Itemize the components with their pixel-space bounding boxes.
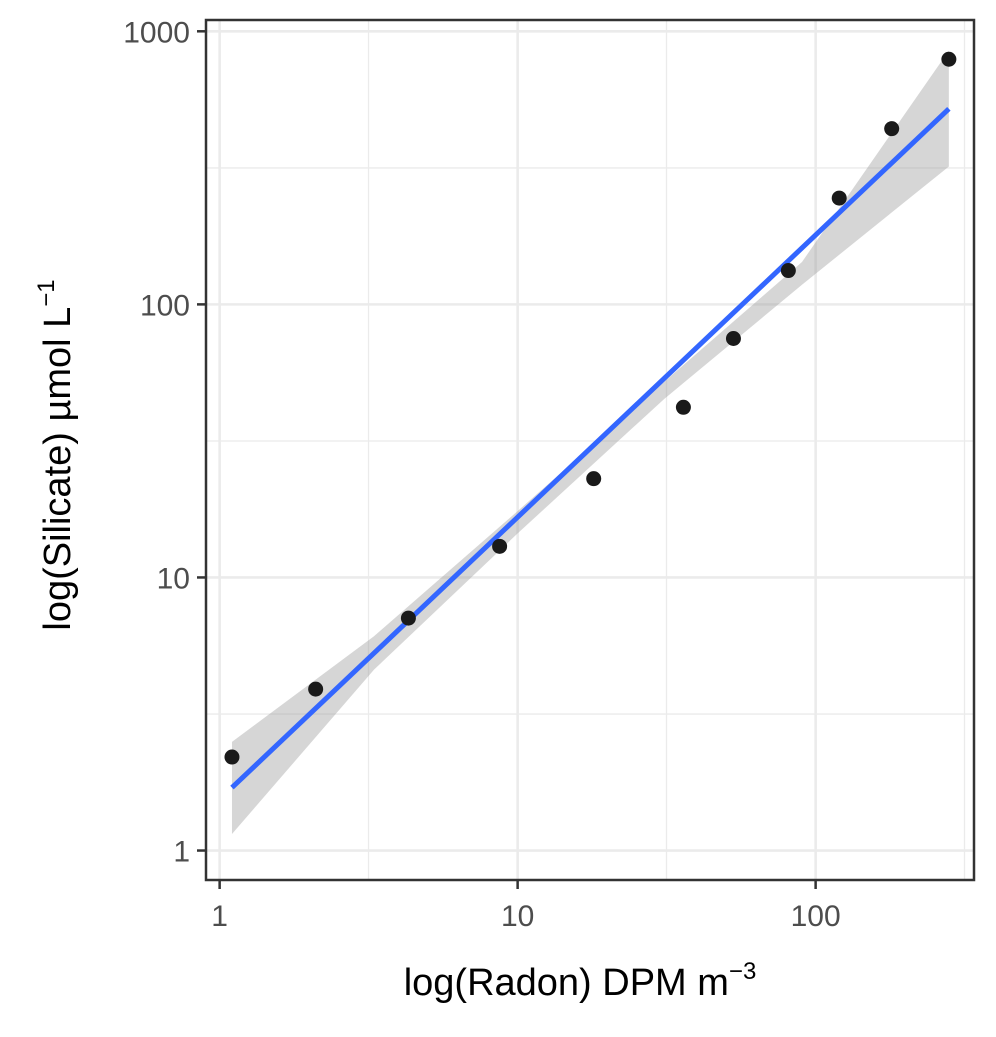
data-point — [400, 610, 416, 626]
panel-border — [204, 18, 976, 882]
grid-lines — [206, 20, 974, 880]
data-point — [224, 749, 240, 765]
data-point — [586, 471, 602, 487]
axis-ticks — [197, 30, 817, 889]
x-tick-label: 10 — [501, 900, 534, 933]
data-point — [831, 190, 847, 206]
data-point — [725, 330, 741, 346]
y-tick-label: 1000 — [123, 16, 190, 49]
y-tick-label: 100 — [140, 289, 190, 322]
x-axis-title: log(Radon) DPM m−3 — [404, 958, 757, 1004]
tick-labels: 1 10 100 1 10 100 1000 — [123, 16, 840, 933]
y-axis-title: log(Silicate) µmol L−1 — [33, 279, 79, 630]
data-point — [675, 399, 691, 415]
data-point — [308, 681, 324, 697]
data-point — [884, 121, 900, 137]
regression-line — [230, 107, 951, 790]
fit-line-layer — [230, 107, 951, 790]
x-tick-label: 1 — [211, 900, 228, 933]
data-points — [224, 51, 957, 765]
x-tick-label: 100 — [791, 900, 841, 933]
data-point — [780, 263, 796, 279]
y-tick-label: 1 — [173, 836, 190, 869]
y-tick-label: 10 — [157, 562, 190, 595]
data-point — [492, 538, 508, 554]
data-point — [941, 51, 957, 67]
